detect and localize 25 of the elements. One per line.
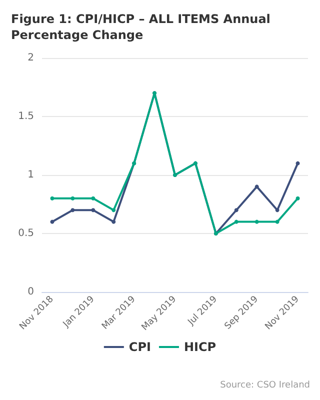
point	[275, 208, 280, 212]
point	[112, 208, 116, 212]
point	[70, 196, 75, 200]
source-note: Source: CSO Ireland	[220, 380, 310, 390]
point	[234, 220, 238, 224]
point	[91, 196, 96, 200]
legend-label: HICP	[184, 340, 216, 354]
point	[50, 196, 54, 200]
point	[112, 220, 116, 224]
point	[70, 208, 75, 212]
y-tick-label: 0	[28, 286, 34, 298]
y-tick-label: 1.5	[18, 111, 34, 122]
legend-label: CPI	[128, 340, 151, 354]
point	[296, 196, 300, 200]
point	[50, 220, 54, 224]
point	[234, 208, 238, 212]
point	[296, 161, 300, 166]
point	[254, 220, 259, 224]
y-tick-label: 2	[28, 52, 34, 64]
y-tick-label: 1	[28, 170, 34, 180]
chart-title: Figure 1: CPI/HICP – ALL ITEMS Annual Percentage Change	[11, 12, 275, 42]
y-tick-label: 0.5	[18, 228, 34, 239]
point	[275, 220, 280, 224]
point	[91, 208, 96, 212]
point	[254, 184, 259, 189]
